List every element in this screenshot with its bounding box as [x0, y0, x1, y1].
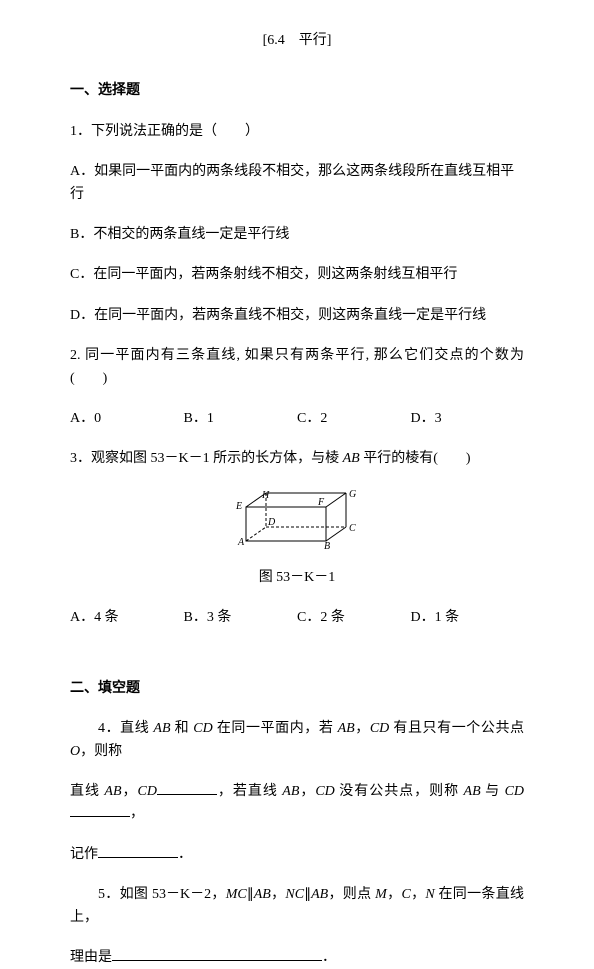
q4-p2f: 与: [481, 784, 505, 799]
q5: 5．如图 53－K－2，MC∥AB，NC∥AB，则点 M，C，N 在同一条直线上…: [70, 884, 524, 929]
q4-AB5: AB: [464, 784, 481, 799]
q5-AB1: AB: [254, 887, 271, 902]
q3-caption: 图 53－K－1: [70, 567, 524, 589]
q3-optD: D．1 条: [411, 607, 525, 629]
q2-optB: B．1: [184, 408, 298, 430]
q4-p1e: 有且只有一个公共点: [389, 721, 524, 736]
q3-optB: B．3 条: [184, 607, 298, 629]
q4-line3: 记作 ．: [70, 844, 524, 866]
section2-header: 二、填空题: [70, 678, 524, 700]
q4-O: O: [70, 744, 80, 759]
q5-p1g: ，: [411, 887, 426, 902]
q5-blank: [112, 947, 322, 961]
q3-optA: A．4 条: [70, 607, 184, 629]
q5-M: M: [375, 887, 387, 902]
q5-NC: NC: [285, 887, 304, 902]
q4: 4．直线 AB 和 CD 在同一平面内，若 AB，CD 有且只有一个公共点 O，…: [70, 718, 524, 763]
q5-p1d: ∥: [304, 887, 311, 902]
q5-p1a: 5．如图 53－K－2，: [98, 887, 226, 902]
q4-blank1: [157, 781, 217, 795]
q2-stem: 2. 同一平面内有三条直线, 如果只有两条平行, 那么它们交点的个数为( ): [70, 345, 524, 390]
q4-blank3: [98, 844, 178, 858]
q4-p1c: 在同一平面内，若: [213, 721, 338, 736]
q5-p1f: ，: [387, 887, 402, 902]
q5-MC: MC: [226, 887, 247, 902]
q3-edge: AB: [343, 451, 360, 466]
q4-p2d: ，: [299, 784, 315, 799]
q5-N: N: [425, 887, 434, 902]
label-E: E: [235, 501, 242, 512]
label-C: C: [349, 523, 356, 534]
q1-optA: A．如果同一平面内的两条线段不相交，那么这两条线段所在直线互相平行: [70, 161, 524, 206]
q4-p2g: ，: [130, 806, 144, 821]
q3-figure: A B C D E F G H: [70, 489, 524, 559]
q4-p2b: ，: [122, 784, 138, 799]
q4-AB4: AB: [282, 784, 299, 799]
q5-p2a: 理由是: [70, 950, 112, 965]
q4-p1b: 和: [171, 721, 194, 736]
section1-header: 一、选择题: [70, 80, 524, 102]
q4-p2c: ，若直线: [217, 784, 282, 799]
q4-p2a: 直线: [70, 784, 104, 799]
q4-AB3: AB: [104, 784, 121, 799]
q4-CD4: CD: [315, 784, 334, 799]
q4-p1f: ，则称: [80, 744, 122, 759]
q4-CD5: CD: [505, 784, 524, 799]
label-G: G: [349, 489, 356, 500]
q1-optB: B．不相交的两条直线一定是平行线: [70, 224, 524, 246]
q1-optC: C．在同一平面内，若两条射线不相交，则这两条射线互相平行: [70, 264, 524, 286]
label-B: B: [324, 541, 330, 551]
q4-AB2: AB: [338, 721, 355, 736]
q5-C: C: [401, 887, 410, 902]
q2-optC: C．2: [297, 408, 411, 430]
label-H: H: [261, 490, 270, 501]
q5-p1e: ，则点: [328, 887, 375, 902]
q2-options: A．0 B．1 C．2 D．3: [70, 408, 524, 430]
q5-p1b: ∥: [247, 887, 254, 902]
q4-p1a: 4．直线: [98, 721, 153, 736]
q4-p3a: 记作: [70, 847, 98, 862]
q5-p1c: ，: [271, 887, 286, 902]
q3-stem-b: 平行的棱有( ): [360, 451, 471, 466]
q5-p2b: ．: [322, 950, 336, 965]
q2-optA: A．0: [70, 408, 184, 430]
q1-stem: 1．下列说法正确的是（ ）: [70, 121, 524, 143]
q3-stem: 3．观察如图 53－K－1 所示的长方体，与棱 AB 平行的棱有( ): [70, 448, 524, 470]
q5-AB2: AB: [311, 887, 328, 902]
label-D: D: [267, 517, 276, 528]
q4-CD3: CD: [137, 784, 156, 799]
q3-options: A．4 条 B．3 条 C．2 条 D．1 条: [70, 607, 524, 629]
q4-p1d: ，: [355, 721, 370, 736]
q3-optC: C．2 条: [297, 607, 411, 629]
label-F: F: [317, 497, 325, 508]
q5-line2: 理由是 ．: [70, 947, 524, 969]
q2-optD: D．3: [411, 408, 525, 430]
q4-p3b: ．: [178, 847, 192, 862]
q4-CD2: CD: [370, 721, 389, 736]
q4-blank2: [70, 803, 130, 817]
q4-CD1: CD: [193, 721, 212, 736]
label-A: A: [237, 537, 245, 548]
page-title: [6.4 平行]: [70, 30, 524, 52]
q4-p2e: 没有公共点，则称: [335, 784, 464, 799]
q3-stem-a: 3．观察如图 53－K－1 所示的长方体，与棱: [70, 451, 343, 466]
q1-optD: D．在同一平面内，若两条直线不相交，则这两条直线一定是平行线: [70, 305, 524, 327]
q4-AB1: AB: [153, 721, 170, 736]
